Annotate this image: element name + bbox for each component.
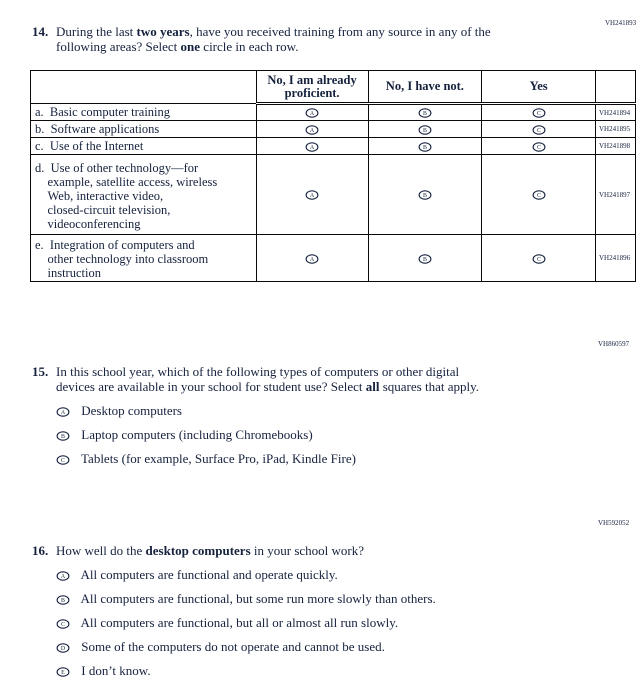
- svg-text:B: B: [423, 193, 427, 199]
- svg-text:A: A: [310, 128, 315, 134]
- svg-text:C: C: [537, 257, 541, 263]
- svg-text:C: C: [537, 128, 541, 134]
- svg-text:E: E: [61, 670, 65, 676]
- svg-text:D: D: [61, 646, 66, 652]
- svg-text:B: B: [423, 145, 427, 151]
- svg-text:A: A: [310, 193, 315, 199]
- svg-text:B: B: [423, 257, 427, 263]
- svg-text:C: C: [61, 458, 65, 464]
- svg-text:A: A: [61, 574, 66, 580]
- svg-text:C: C: [61, 622, 65, 628]
- svg-text:B: B: [61, 598, 65, 604]
- svg-text:A: A: [310, 111, 315, 117]
- svg-text:A: A: [310, 145, 315, 151]
- svg-text:B: B: [423, 111, 427, 117]
- svg-text:A: A: [61, 410, 66, 416]
- svg-text:C: C: [537, 145, 541, 151]
- svg-text:B: B: [423, 128, 427, 134]
- svg-text:B: B: [61, 434, 65, 440]
- svg-text:C: C: [537, 193, 541, 199]
- svg-text:C: C: [537, 111, 541, 117]
- svg-text:A: A: [310, 257, 315, 263]
